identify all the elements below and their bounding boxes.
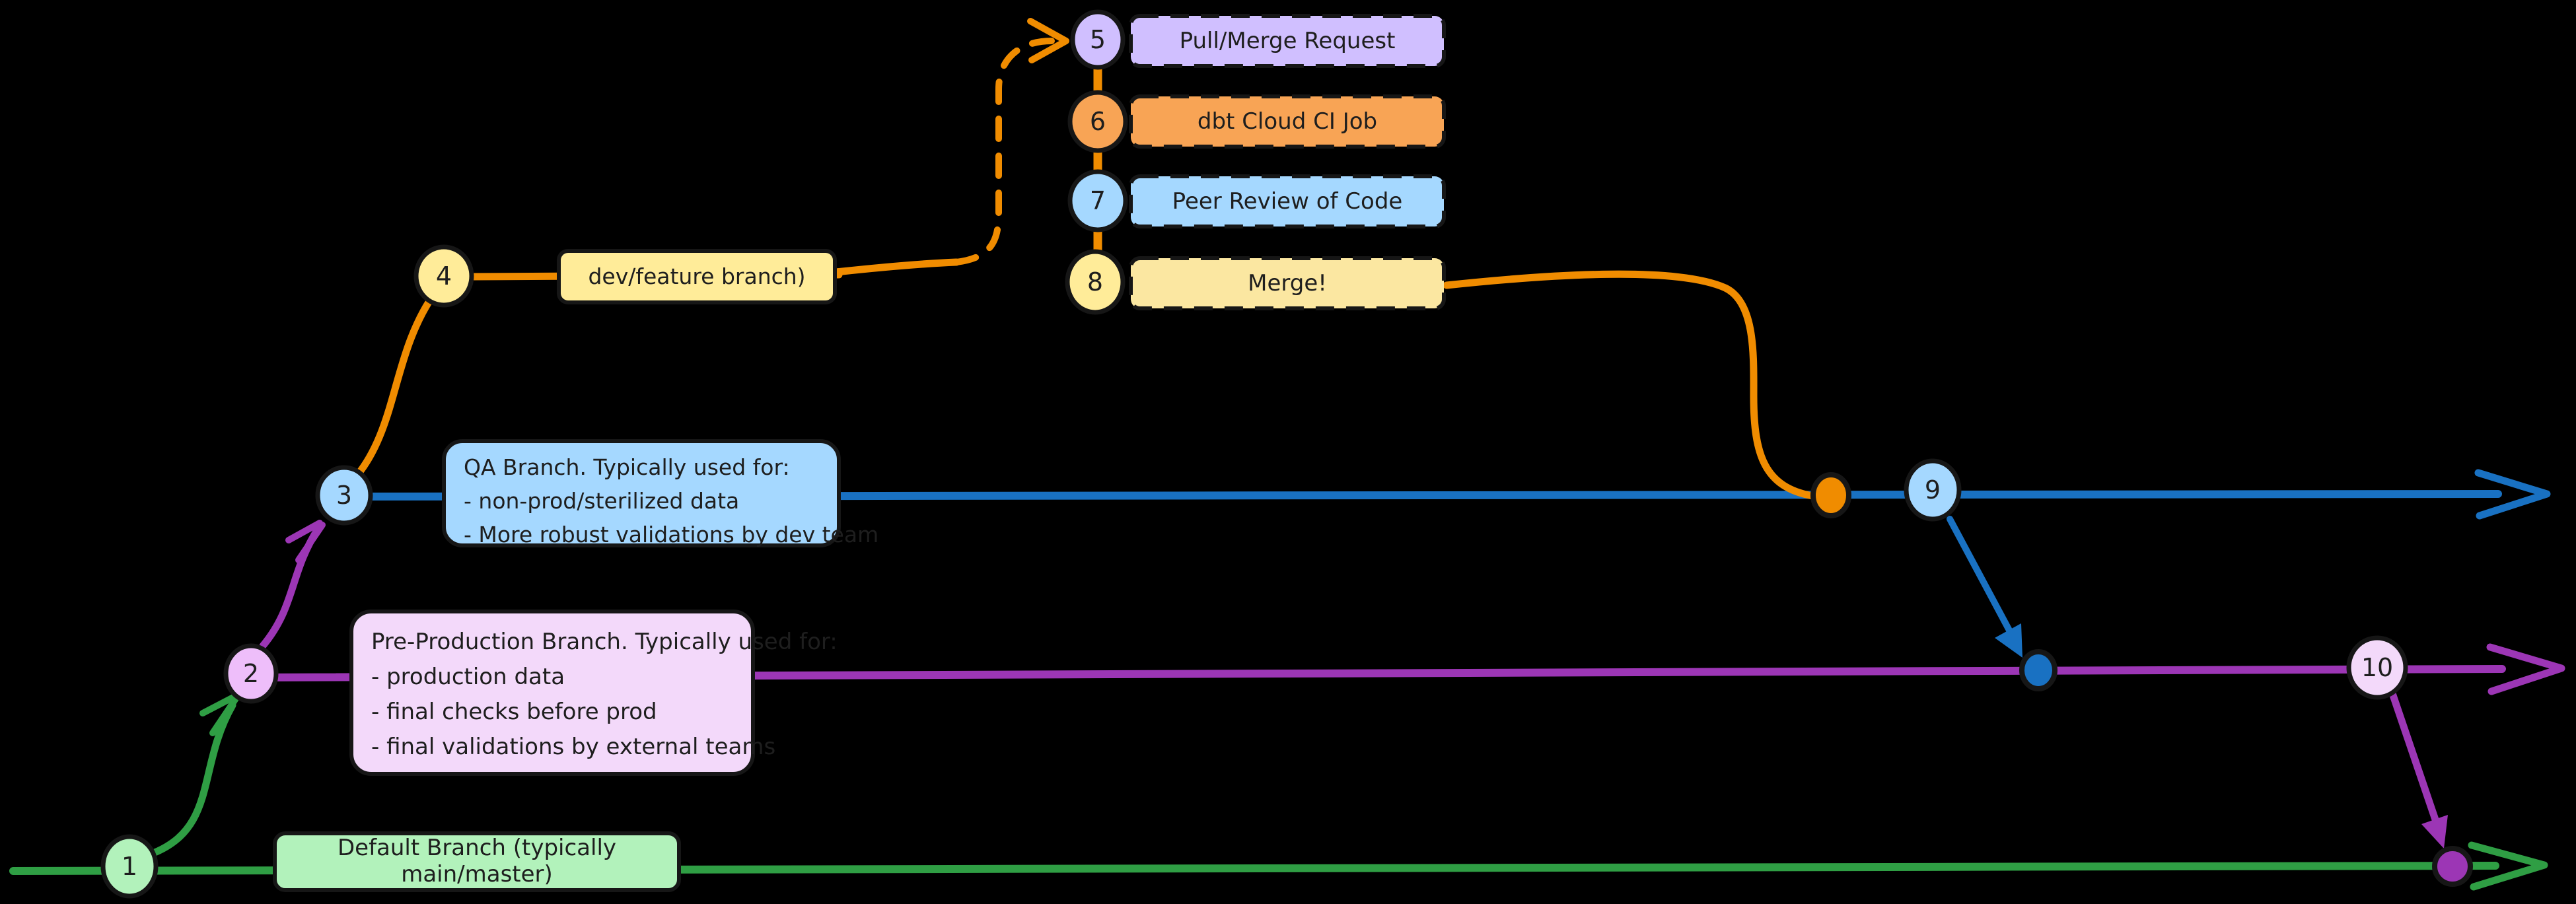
- branch-curve-default-arrowhead-icon: [199, 694, 239, 736]
- node-6-circle: [1067, 90, 1128, 153]
- node-4-number: 4: [435, 261, 452, 291]
- feature-branch-line-tail: [832, 258, 960, 276]
- feature-to-pr-arrowhead-icon: [1027, 18, 1069, 63]
- node-3-circle: [315, 465, 373, 526]
- branch-curve-qa-to-feature: [357, 297, 433, 475]
- qa-branch-bullet-2: - More robust validations by dev team: [464, 522, 879, 547]
- merge-label: Merge!: [1248, 270, 1327, 296]
- qa-branch-box: [442, 439, 841, 547]
- qa-branch-note: QA Branch. Typically used for: - non-pro…: [464, 450, 879, 551]
- pull-merge-request-label: Pull/Merge Request: [1179, 28, 1396, 54]
- node-7-number: 7: [1089, 186, 1106, 215]
- preprod-to-default-arrowhead-icon: [2421, 815, 2448, 849]
- node-2-number: 2: [242, 659, 260, 688]
- dev-feature-branch-label: dev/feature branch): [588, 263, 806, 289]
- merge-commit-dot-default: [2432, 846, 2473, 887]
- preprod-branch-title: Pre-Production Branch. Typically used fo…: [371, 629, 838, 655]
- feature-to-pr-dashed-curve: [953, 38, 1055, 265]
- default-branch-label: Default Branch (typically main/master): [337, 835, 617, 887]
- node-3-number: 3: [336, 481, 353, 510]
- preprod-to-default-merge-arrow: [2388, 689, 2440, 825]
- peer-review-label: Peer Review of Code: [1172, 188, 1403, 215]
- qa-branch-title: QA Branch. Typically used for:: [464, 454, 790, 480]
- preprod-branch-arrowhead-icon: [2486, 643, 2565, 695]
- dbt-cloud-ci-job-box: [1129, 94, 1446, 149]
- node-4-circle: [413, 244, 474, 308]
- node-10-number: 10: [2361, 653, 2394, 682]
- node-1-circle: [100, 834, 159, 899]
- node-5-circle: [1070, 9, 1126, 70]
- default-branch-box: [273, 831, 681, 892]
- qa-branch-arrowhead-icon: [2474, 469, 2551, 520]
- node-9-circle: [1904, 458, 1962, 522]
- default-branch-arrowhead-icon: [2468, 841, 2548, 891]
- node-9-number: 9: [1924, 475, 1941, 504]
- branch-curve-default-to-preprod: [149, 701, 236, 857]
- node-1-number: 1: [121, 852, 138, 881]
- dev-feature-branch-box: [557, 249, 837, 304]
- preprod-branch-bullet-2: - final checks before prod: [371, 699, 657, 725]
- qa-to-preprod-arrowhead-icon: [1995, 623, 2022, 658]
- preprod-branch-note: Pre-Production Branch. Typically used fo…: [371, 625, 838, 765]
- merge-to-qa-curve: [1443, 270, 1816, 500]
- preprod-branch-bullet-1: - production data: [371, 664, 565, 690]
- node-10-circle: [2346, 635, 2408, 700]
- merge-commit-dot-qa: [1810, 472, 1851, 518]
- qa-branch-bullet-1: - non-prod/sterilized data: [464, 488, 740, 514]
- node-2-circle: [223, 643, 279, 704]
- node-8-circle: [1065, 249, 1126, 315]
- preprod-branch-bullet-3: - final validations by external teams: [371, 734, 776, 760]
- qa-to-preprod-merge-arrow: [1947, 516, 2015, 639]
- node-7-circle: [1067, 169, 1128, 232]
- peer-review-box: [1129, 174, 1446, 228]
- preprod-branch-box: [349, 609, 755, 776]
- branch-curve-preprod-arrowhead-icon: [285, 520, 326, 563]
- merge-commit-dot-preprod: [2019, 649, 2057, 691]
- node-5-number: 5: [1089, 25, 1106, 54]
- dbt-cloud-ci-job-label: dbt Cloud CI Job: [1197, 108, 1378, 135]
- pull-merge-request-box: [1129, 14, 1446, 68]
- node-8-number: 8: [1087, 267, 1104, 296]
- node-6-number: 6: [1089, 107, 1106, 136]
- merge-box: [1129, 256, 1446, 310]
